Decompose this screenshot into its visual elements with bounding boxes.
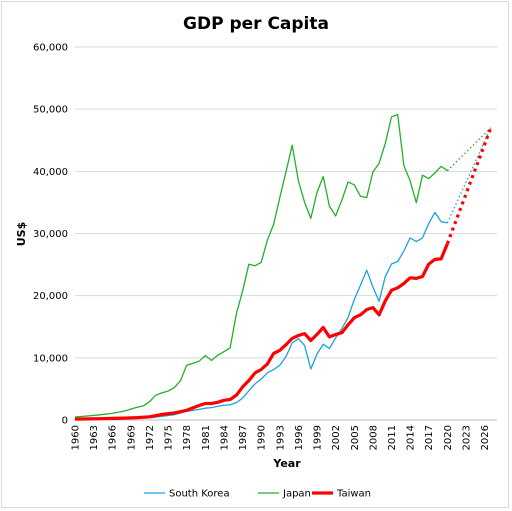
y-tick-label: 60,000 [33, 43, 68, 54]
x-tick-label: 1975 [164, 425, 175, 450]
x-tick-label: 1972 [145, 425, 156, 450]
x-tick-label: 2008 [368, 425, 379, 450]
series-line-south-korea [75, 212, 447, 419]
x-tick-label: 2023 [461, 425, 472, 450]
y-tick-label: 0 [62, 416, 68, 427]
x-tick-label: 1981 [201, 425, 212, 450]
x-tick-label: 2005 [350, 425, 361, 450]
y-tick-label: 40,000 [33, 167, 68, 178]
x-tick-label: 1969 [126, 425, 137, 450]
legend-label-south-korea: South Korea [169, 489, 230, 500]
x-tick-label: 2026 [480, 425, 491, 450]
x-tick-label: 1984 [219, 425, 230, 450]
x-tick-label: 1978 [182, 425, 193, 450]
x-tick-label: 2011 [387, 425, 398, 450]
projection-line-japan [447, 128, 490, 171]
series-line-japan [75, 115, 447, 418]
x-tick-label: 1987 [238, 425, 249, 450]
y-tick-label: 30,000 [33, 229, 68, 240]
x-axis-ticks: 1960 1963 1966 1969 1972 1975 1978 1981 1984 1987… [71, 425, 492, 450]
y-axis-title: US$ [15, 222, 28, 247]
gridlines [75, 47, 497, 420]
projection-line-south-korea [447, 128, 490, 223]
x-tick-label: 2017 [424, 425, 435, 450]
x-tick-label: 2020 [443, 425, 454, 450]
y-tick-label: 10,000 [33, 353, 68, 364]
y-tick-label: 50,000 [33, 105, 68, 116]
x-tick-label: 1993 [275, 425, 286, 450]
x-tick-label: 1996 [294, 425, 305, 450]
projection-line-taiwan [447, 128, 490, 244]
x-tick-label: 1990 [257, 425, 268, 450]
chart-title: GDP per Capita [183, 14, 329, 34]
y-tick-label: 20,000 [33, 291, 68, 302]
x-tick-label: 1966 [108, 425, 119, 450]
legend: South Korea Japan Taiwan [144, 489, 371, 500]
y-axis-ticks: 0 10,000 20,000 30,000 40,000 50,000 60,000 [33, 43, 68, 427]
x-tick-label: 1960 [71, 425, 82, 450]
x-axis-title: Year [272, 457, 301, 470]
x-tick-label: 1963 [89, 425, 100, 450]
x-tick-label: 1999 [313, 425, 324, 450]
legend-label-taiwan: Taiwan [336, 489, 371, 500]
series-line-taiwan [75, 244, 447, 420]
x-tick-label: 2014 [406, 425, 417, 450]
legend-label-japan: Japan [282, 489, 311, 500]
x-tick-label: 2002 [331, 425, 342, 450]
series-lines [75, 115, 491, 420]
